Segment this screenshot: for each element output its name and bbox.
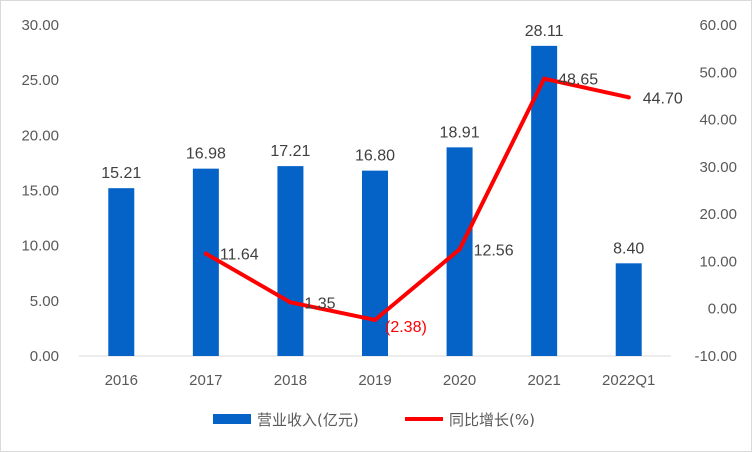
growth-point bbox=[457, 247, 462, 252]
left-axis-tick-label: 15.00 bbox=[21, 183, 59, 200]
left-axis-tick-label: 20.00 bbox=[21, 127, 59, 144]
right-axis-tick-label: 60.00 bbox=[699, 17, 737, 34]
revenue-bar bbox=[192, 168, 219, 356]
revenue-bar bbox=[531, 45, 558, 357]
revenue-bar bbox=[277, 166, 304, 356]
left-axis-tick-label: 10.00 bbox=[21, 238, 59, 255]
growth-point bbox=[626, 95, 631, 100]
left-axis-tick-label: 25.00 bbox=[21, 72, 59, 89]
right-axis-tick-label: 30.00 bbox=[699, 159, 737, 176]
growth-line bbox=[203, 76, 631, 322]
x-axis-categories: 2016 2017 2018 2019 2020 2021 2022Q1 bbox=[105, 372, 656, 389]
x-axis-category-label: 2019 bbox=[358, 372, 391, 389]
growth-label: (2.38) bbox=[385, 319, 427, 336]
x-axis-category-label: 2018 bbox=[274, 372, 307, 389]
revenue-bar-label: 16.80 bbox=[355, 148, 395, 165]
growth-label: 48.65 bbox=[558, 72, 598, 89]
growth-point bbox=[373, 317, 377, 322]
growth-label: 1.35 bbox=[304, 295, 335, 312]
left-axis-tick-label: 5.00 bbox=[30, 293, 59, 310]
line-data-labels: 11.64 1.35 (2.38) 12.56 48.65 44.70 bbox=[220, 72, 683, 336]
bar-series bbox=[108, 45, 642, 357]
legend-bar-swatch bbox=[213, 414, 251, 424]
revenue-bar bbox=[615, 263, 642, 356]
revenue-bar bbox=[108, 188, 135, 356]
x-axis-category-label: 2020 bbox=[443, 372, 476, 389]
growth-label: 44.70 bbox=[643, 90, 683, 107]
bar-data-labels: 15.21 16.98 17.21 16.80 18.91 28.11 8.40 bbox=[101, 23, 644, 257]
revenue-bar-label: 16.98 bbox=[186, 146, 226, 163]
growth-label: 12.56 bbox=[474, 242, 514, 259]
legend-line-label: 同比增长(%) bbox=[449, 411, 535, 429]
x-axis-category-label: 2022Q1 bbox=[602, 372, 655, 389]
growth-point bbox=[288, 300, 293, 305]
right-axis-tick-label: 0.00 bbox=[708, 301, 737, 318]
revenue-bar-label: 18.91 bbox=[440, 124, 480, 141]
right-axis-tick-label: 50.00 bbox=[699, 64, 737, 81]
left-axis-tick-label: 30.00 bbox=[21, 17, 59, 34]
right-axis-tick-label: -10.00 bbox=[694, 348, 737, 365]
right-y-axis: -10.00 0.00 10.00 20.00 30.00 40.00 50.00 60.00 bbox=[694, 17, 737, 365]
right-axis-tick-label: 10.00 bbox=[699, 253, 737, 270]
x-axis-category-label: 2021 bbox=[527, 372, 560, 389]
x-axis-category-label: 2016 bbox=[105, 372, 138, 389]
revenue-bar bbox=[362, 170, 388, 356]
growth-point bbox=[542, 76, 547, 81]
line-series bbox=[203, 76, 631, 322]
legend: 营业收入(亿元) 同比增长(%) bbox=[213, 411, 535, 429]
growth-point bbox=[203, 251, 208, 256]
revenue-bar-label: 8.40 bbox=[613, 240, 644, 257]
revenue-bar-label: 17.21 bbox=[270, 143, 310, 160]
left-axis-tick-label: 0.00 bbox=[30, 348, 59, 365]
growth-label: 11.64 bbox=[220, 247, 259, 264]
revenue-bar-label: 28.11 bbox=[525, 23, 564, 40]
legend-bar-label: 营业收入(亿元) bbox=[257, 411, 359, 429]
right-axis-tick-label: 40.00 bbox=[699, 112, 737, 129]
x-axis-category-label: 2017 bbox=[189, 372, 222, 389]
revenue-bar-label: 15.21 bbox=[101, 165, 141, 182]
left-y-axis: 0.00 5.00 10.00 15.00 20.00 25.00 30.00 bbox=[21, 17, 59, 365]
right-axis-tick-label: 20.00 bbox=[699, 206, 737, 223]
